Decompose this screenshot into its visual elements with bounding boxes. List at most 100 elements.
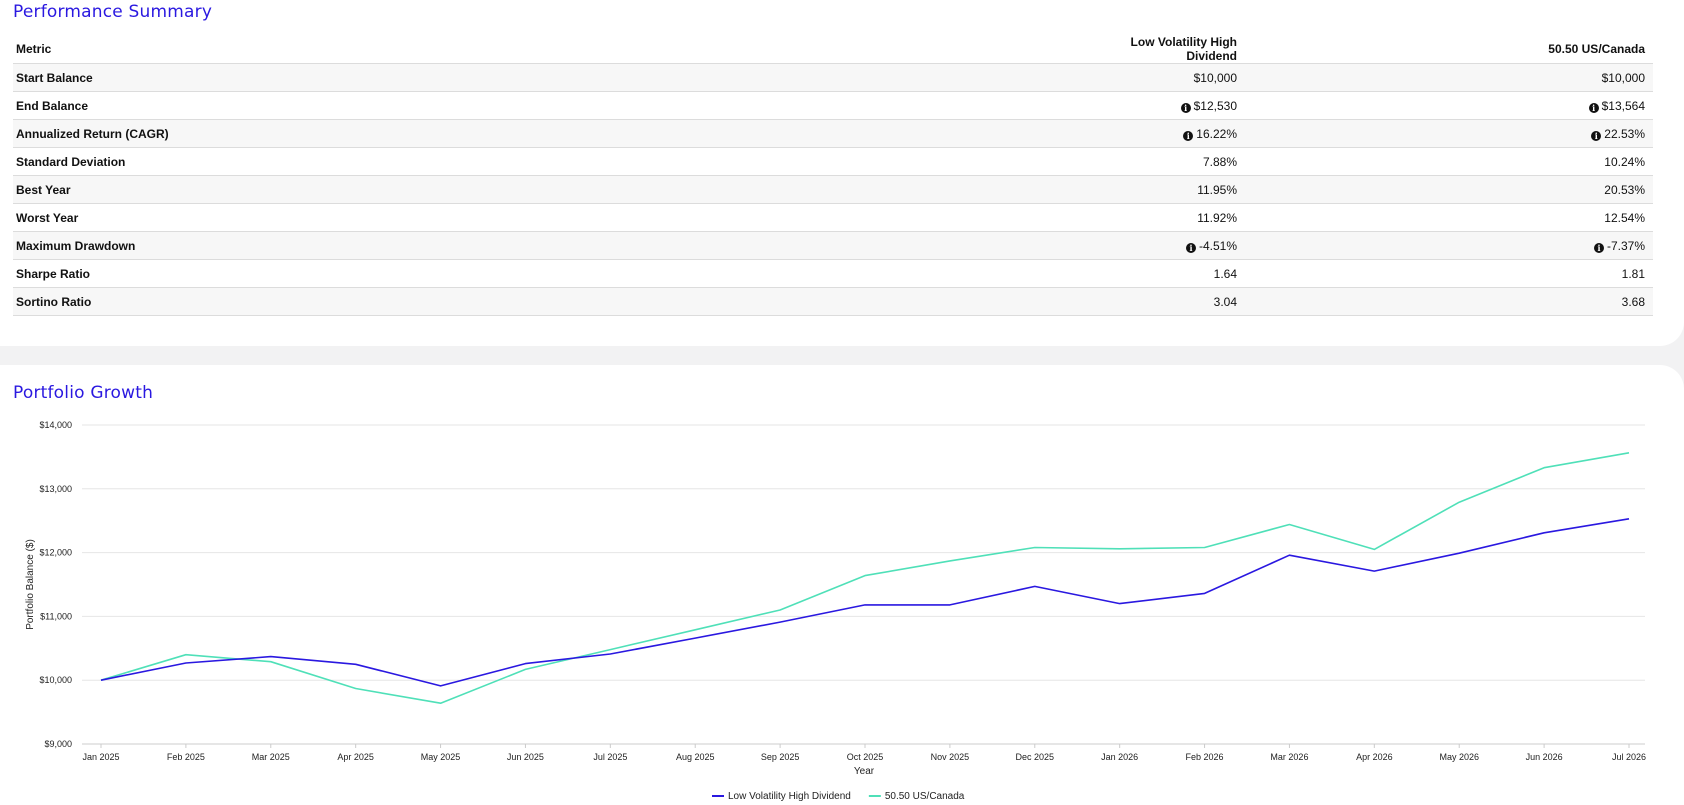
x-tick-label: Aug 2025 <box>676 752 715 762</box>
portfolio-growth-chart: $9,000 $10,000 $11,000 $12,000 $13,000 $14,00… <box>25 420 1646 802</box>
metric-label: Standard Deviation <box>16 154 126 169</box>
metric-value: $13,564 <box>1601 98 1645 113</box>
x-tick-label: Oct 2025 <box>847 752 884 762</box>
portfolio-1-value-cell: 1.64 <box>1094 259 1245 288</box>
metric-cell: Best Year <box>13 175 1094 204</box>
table-row: Annualized Return (CAGR) i 16.22% i 22.53% <box>13 119 1653 148</box>
portfolio-2-value-cell: 20.53% <box>1245 175 1653 204</box>
metric-value: 3.04 <box>1213 294 1237 309</box>
x-tick-label: Jul 2025 <box>593 752 627 762</box>
metric-label: Start Balance <box>16 70 93 85</box>
info-circle-icon[interactable]: i <box>1185 242 1196 253</box>
info-circle-icon[interactable]: i <box>1593 242 1604 253</box>
metric-label: Annualized Return (CAGR) <box>16 126 169 141</box>
x-tick-label: Jun 2026 <box>1526 752 1563 762</box>
metric-cell: Annualized Return (CAGR) <box>13 119 1094 148</box>
x-tick-label: May 2025 <box>421 752 461 762</box>
info-circle-icon[interactable]: i <box>1183 130 1194 141</box>
portfolio-1-value-cell: i $12,530 <box>1094 91 1245 120</box>
y-axis-title: Portfolio Balance ($) <box>25 539 36 630</box>
info-circle-icon[interactable]: i <box>1588 102 1599 113</box>
portfolio-1-value-cell: 3.04 <box>1094 287 1245 316</box>
portfolio-2-value-cell: i $13,564 <box>1245 91 1653 120</box>
x-tick-label: Feb 2025 <box>167 752 205 762</box>
metric-label: Sortino Ratio <box>16 294 92 309</box>
metric-value: 7.88% <box>1202 154 1237 169</box>
portfolio-2-value-cell: i 22.53% <box>1245 119 1653 148</box>
portfolio-growth-title: Portfolio Growth <box>13 383 154 403</box>
metric-value: 1.64 <box>1213 266 1237 281</box>
performance-summary-title: Performance Summary <box>13 2 213 22</box>
table-row: Start Balance $10,000 $10,000 <box>13 63 1653 92</box>
performance-summary-table: Metric Low Volatility High Dividend 50.5… <box>13 35 1653 316</box>
metric-value: $10,000 <box>1601 70 1645 85</box>
table-row: Worst Year 11.92% 12.54% <box>13 203 1653 232</box>
y-tick-label: $10,000 <box>39 675 72 685</box>
x-tick-label: Mar 2026 <box>1270 752 1308 762</box>
table-row: Sharpe Ratio 1.64 1.81 <box>13 259 1653 288</box>
x-tick-label: Nov 2025 <box>931 752 970 762</box>
y-tick-label: $14,000 <box>39 420 72 430</box>
y-tick-label: $9,000 <box>44 739 72 749</box>
metric-value: 11.92% <box>1197 210 1237 225</box>
performance-summary-card: Performance Summary Metric Low Volatilit… <box>0 0 1684 346</box>
x-tick-label: Jan 2026 <box>1101 752 1138 762</box>
metric-label: Sharpe Ratio <box>16 266 91 281</box>
metric-cell: Sortino Ratio <box>13 287 1094 316</box>
y-tick-label: $13,000 <box>39 484 72 494</box>
metric-label: Best Year <box>16 182 71 197</box>
metric-value: $10,000 <box>1193 70 1237 85</box>
portfolio-2-value-cell: 10.24% <box>1245 147 1653 176</box>
column-header-portfolio-2: 50.50 US/Canada <box>1245 35 1653 64</box>
metric-cell: Sharpe Ratio <box>13 259 1094 288</box>
table-row: End Balance i $12,530 i $13,564 <box>13 91 1653 120</box>
portfolio-2-value-cell: 3.68 <box>1245 287 1653 316</box>
metric-cell: Standard Deviation <box>13 147 1094 176</box>
x-tick-label: Jul 2026 <box>1612 752 1646 762</box>
x-tick-label: Sep 2025 <box>761 752 800 762</box>
x-tick-label: Jan 2025 <box>82 752 119 762</box>
metric-value: 16.22% <box>1196 126 1237 141</box>
series-line <box>100 518 1630 687</box>
series-line <box>100 452 1630 705</box>
legend-label: Low Volatility High Dividend <box>728 791 851 802</box>
table-row: Standard Deviation 7.88% 10.24% <box>13 147 1653 176</box>
metric-cell: End Balance <box>13 91 1094 120</box>
column-header-metric: Metric <box>13 35 1094 64</box>
metric-cell: Start Balance <box>13 63 1094 92</box>
x-tick-label: Jun 2025 <box>507 752 544 762</box>
metric-value: 3.68 <box>1621 294 1645 309</box>
portfolio-1-value-cell: 7.88% <box>1094 147 1245 176</box>
metric-value: 22.53% <box>1604 126 1645 141</box>
metric-cell: Maximum Drawdown <box>13 231 1094 260</box>
metric-value: 12.54% <box>1604 210 1645 225</box>
portfolio-1-value-cell: i 16.22% <box>1094 119 1245 148</box>
portfolio-1-value-cell: $10,000 <box>1094 63 1245 92</box>
x-tick-label: Apr 2025 <box>337 752 374 762</box>
metric-value: 1.81 <box>1621 266 1645 281</box>
metric-value: 10.24% <box>1604 154 1645 169</box>
legend-label: 50.50 US/Canada <box>885 791 965 802</box>
portfolio-1-value-cell: 11.92% <box>1094 203 1245 232</box>
portfolio-1-value-cell: i -4.51% <box>1094 231 1245 260</box>
x-tick-label: Feb 2026 <box>1186 752 1224 762</box>
portfolio-2-value-cell: $10,000 <box>1245 63 1653 92</box>
metric-value: 11.95% <box>1197 182 1237 197</box>
table-row: Maximum Drawdown i -4.51% i -7.37% <box>13 231 1653 260</box>
x-axis-title: Year <box>854 766 875 777</box>
y-tick-label: $12,000 <box>39 548 72 558</box>
metric-label: End Balance <box>16 98 89 113</box>
column-header-portfolio-1: Low Volatility High Dividend <box>1094 35 1245 64</box>
metric-cell: Worst Year <box>13 203 1094 232</box>
metric-value: 20.53% <box>1604 182 1645 197</box>
metric-label: Maximum Drawdown <box>16 238 136 253</box>
metric-value: -7.37% <box>1606 238 1645 253</box>
table-header-row: Metric Low Volatility High Dividend 50.5… <box>13 35 1653 64</box>
table-row: Best Year 11.95% 20.53% <box>13 175 1653 204</box>
info-circle-icon[interactable]: i <box>1591 130 1602 141</box>
info-circle-icon[interactable]: i <box>1180 102 1191 113</box>
portfolio-growth-card: Portfolio Growth $9,000 $10,000 $11,000 $12… <box>0 365 1684 805</box>
metric-label: Worst Year <box>16 210 79 225</box>
table-row: Sortino Ratio 3.04 3.68 <box>13 287 1653 316</box>
portfolio-1-value-cell: 11.95% <box>1094 175 1245 204</box>
